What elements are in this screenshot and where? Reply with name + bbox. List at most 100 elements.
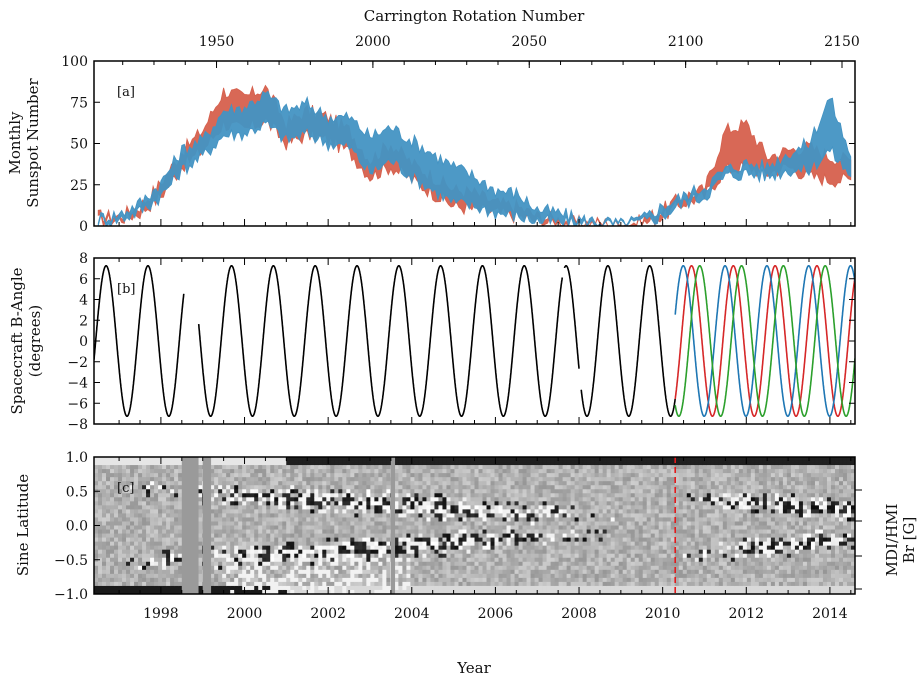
butterfly-cell xyxy=(450,517,455,522)
butterfly-cell xyxy=(246,557,251,563)
butterfly-cell xyxy=(118,589,123,594)
butterfly-cell xyxy=(402,561,407,567)
butterfly-cell xyxy=(486,577,491,583)
butterfly-cell xyxy=(330,505,335,510)
butterfly-cell xyxy=(154,537,159,543)
butterfly-cell xyxy=(574,525,580,530)
butterfly-cell xyxy=(446,581,451,587)
butterfly-cell xyxy=(154,493,159,498)
butterfly-cell xyxy=(386,465,391,470)
butterfly-cell xyxy=(322,497,327,502)
butterfly-cell xyxy=(482,461,487,466)
butterfly-cell xyxy=(650,513,656,518)
butterfly-cell xyxy=(366,525,371,530)
butterfly-cell xyxy=(118,497,123,502)
butterfly-cell xyxy=(658,513,664,518)
butterfly-cell xyxy=(570,469,576,474)
butterfly-cell xyxy=(130,497,135,502)
butterfly-cell xyxy=(318,525,323,530)
butterfly-cell xyxy=(470,533,475,538)
butterfly-cell xyxy=(122,497,127,502)
butterfly-cell xyxy=(318,457,323,462)
butterfly-cell xyxy=(618,553,624,559)
butterfly-cell xyxy=(450,505,455,510)
butterfly-cell xyxy=(102,477,107,482)
butterfly-cell xyxy=(550,565,556,571)
butterfly-cell xyxy=(586,473,592,478)
butterfly-cell xyxy=(502,549,507,555)
butterfly-cell xyxy=(634,497,640,502)
butterfly-cell xyxy=(130,557,135,563)
butterfly-cell xyxy=(458,573,463,579)
butterfly-cell xyxy=(518,477,523,482)
butterfly-cell xyxy=(262,469,267,474)
butterfly-cell xyxy=(166,561,171,567)
butterfly-cell xyxy=(270,485,275,490)
butterfly-cell xyxy=(370,557,375,563)
butterfly-cell xyxy=(554,481,560,486)
butterfly-cell xyxy=(318,553,323,559)
butterfly-cell xyxy=(642,569,648,575)
butterfly-cell xyxy=(106,489,111,494)
butterfly-cell xyxy=(154,589,159,594)
butterfly-cell xyxy=(118,585,123,591)
butterfly-cell xyxy=(562,493,568,498)
butterfly-cell xyxy=(366,537,371,543)
butterfly-cell xyxy=(646,565,652,571)
butterfly-cell xyxy=(506,509,511,514)
butterfly-cell xyxy=(442,485,447,490)
butterfly-cell xyxy=(318,549,323,555)
butterfly-cell xyxy=(554,537,560,543)
butterfly-cell xyxy=(554,533,560,538)
butterfly-cell xyxy=(618,517,624,522)
butterfly-cell xyxy=(602,517,608,522)
butterfly-cell xyxy=(490,557,495,563)
butterfly-cell xyxy=(174,525,179,530)
butterfly-cell xyxy=(166,537,171,543)
butterfly-cell xyxy=(138,489,143,494)
butterfly-cell xyxy=(262,589,267,594)
butterfly-cell xyxy=(198,545,203,551)
butterfly-cell xyxy=(274,485,279,490)
butterfly-cell xyxy=(266,569,271,575)
butterfly-cell xyxy=(162,541,167,547)
butterfly-cell xyxy=(318,505,323,510)
butterfly-cell xyxy=(270,525,275,530)
butterfly-cell xyxy=(98,461,103,466)
butterfly-cell xyxy=(658,573,664,579)
butterfly-cell xyxy=(262,461,267,466)
butterfly-cell xyxy=(278,533,283,538)
butterfly-cell xyxy=(382,457,387,462)
butterfly-cell xyxy=(198,501,203,506)
butterfly-cell xyxy=(526,541,531,547)
butterfly-cell xyxy=(98,501,103,506)
butterfly-cell xyxy=(598,561,604,567)
butterfly-cell xyxy=(582,549,588,555)
butterfly-cell xyxy=(154,569,159,575)
butterfly-cell xyxy=(398,501,403,506)
butterfly-cell xyxy=(566,533,572,538)
butterfly-cell xyxy=(398,461,403,466)
butterfly-cell xyxy=(198,573,203,579)
butterfly-cell xyxy=(666,573,672,579)
butterfly-cell xyxy=(662,469,668,474)
butterfly-cell xyxy=(310,533,315,538)
butterfly-cell xyxy=(510,469,515,474)
butterfly-cell xyxy=(466,565,471,571)
butterfly-cell xyxy=(562,521,568,526)
butterfly-cell xyxy=(534,573,539,579)
butterfly-cell xyxy=(314,585,319,591)
butterfly-cell xyxy=(630,529,636,534)
butterfly-cell xyxy=(414,517,419,522)
butterfly-cell xyxy=(374,509,379,514)
butterfly-cell xyxy=(586,589,592,594)
butterfly-cell xyxy=(106,513,111,518)
butterfly-cell xyxy=(438,469,443,474)
butterfly-cell xyxy=(574,537,580,543)
butterfly-cell xyxy=(490,509,495,514)
butterfly-cell xyxy=(650,537,656,543)
butterfly-cell xyxy=(666,477,672,482)
butterfly-cell xyxy=(242,573,247,579)
butterfly-cell xyxy=(126,501,131,506)
butterfly-cell xyxy=(546,461,551,466)
